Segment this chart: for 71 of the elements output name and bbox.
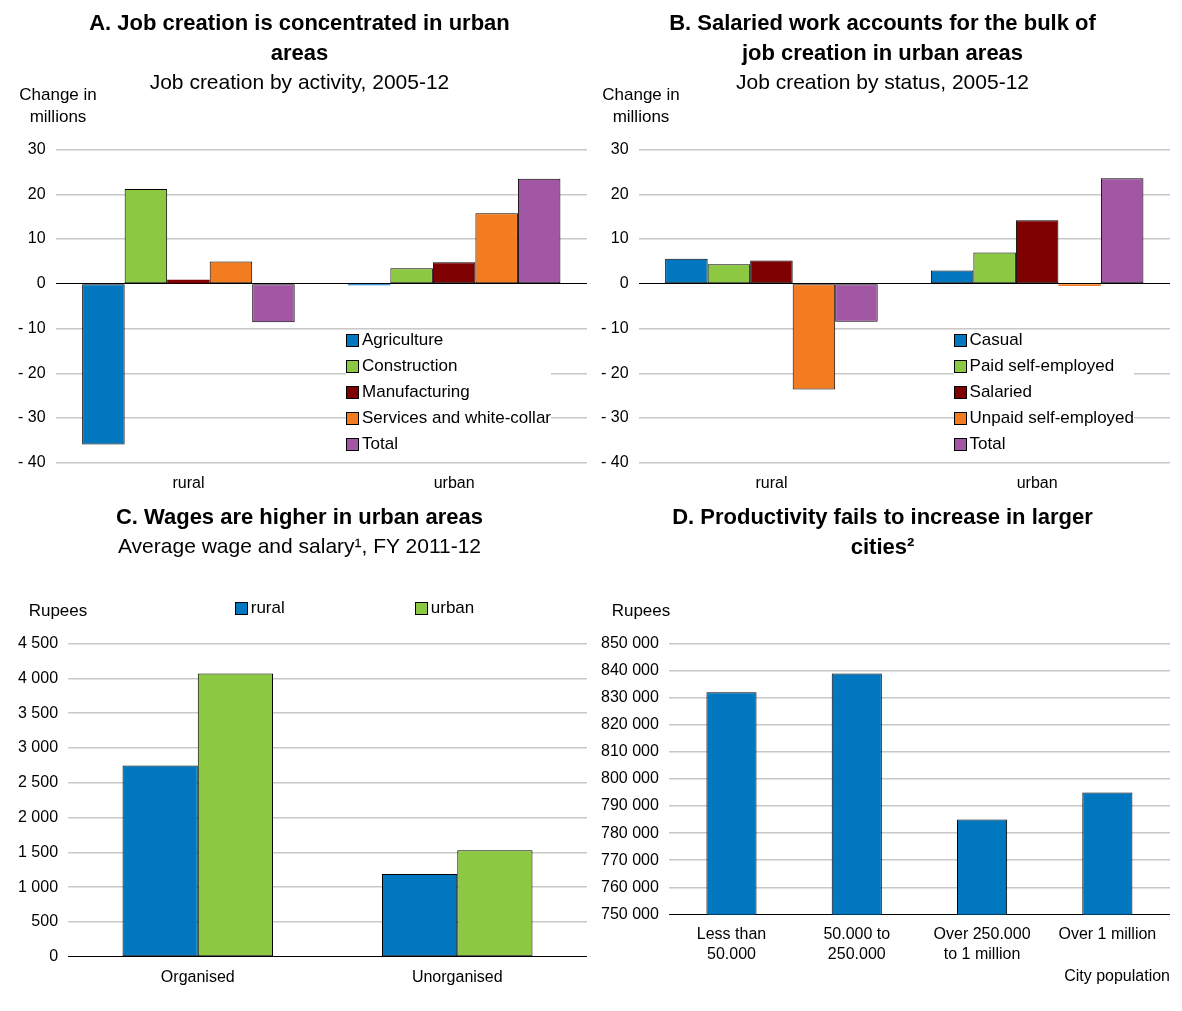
y-tick-label: 500 <box>31 912 59 930</box>
legend-label: rural <box>250 598 285 618</box>
legend-label: Manufacturing <box>362 382 470 402</box>
legend-label: Total <box>362 434 398 454</box>
y-tick-label: 750 000 <box>600 904 659 922</box>
y-tick-label: 780 000 <box>600 823 659 841</box>
y-tick-label: - 10 <box>600 318 629 336</box>
y-tick-label: 2 500 <box>17 773 59 791</box>
x-tick-label: urban <box>433 473 475 491</box>
y-tick-label: 4 500 <box>17 634 59 652</box>
y-tick-label: - 40 <box>600 453 629 471</box>
y-tick-label: - 20 <box>17 363 46 381</box>
y-tick-label: 820 000 <box>600 715 659 733</box>
y-tick-label: 20 <box>610 184 629 202</box>
y-tick-label: 3 000 <box>17 738 59 756</box>
legend-label: urban <box>430 598 475 618</box>
chart-subtitle: Average wage and salary¹, FY 2011-12 <box>116 533 483 559</box>
chart-subtitle: Job creation by status, 2005-12 <box>735 70 1029 93</box>
x-tick-label: Organised <box>160 967 235 985</box>
x-axis-title: City population <box>1064 966 1170 984</box>
y-tick-label: 30 <box>27 140 46 158</box>
chart-title: C. Wages are higher in urban areas <box>114 503 485 531</box>
y-tick-label: - 20 <box>600 363 629 381</box>
chart-title: D. Productivity fails to increase in larger cities² <box>671 503 1094 561</box>
x-tick-label: Over 1 million <box>1058 925 1157 943</box>
legend-label: Casual <box>969 330 1023 350</box>
x-tick-label: 50.000 to 250.000 <box>823 925 891 962</box>
legend-label: Construction <box>362 356 458 376</box>
chart-title: A. Job creation is concentrated in urban areas <box>88 9 511 67</box>
y-tick-label: - 40 <box>17 453 46 471</box>
y-tick-label: 850 000 <box>600 634 659 652</box>
x-tick-label: Unorganised <box>411 967 503 985</box>
y-tick-label: - 30 <box>17 408 46 426</box>
chart-title: B. Salaried work accounts for the bulk of job creation in urban areas <box>668 9 1097 67</box>
y-axis-title: Rupees <box>27 600 89 622</box>
y-axis-title: Rupees <box>610 600 672 622</box>
legend-label: Agriculture <box>362 330 444 350</box>
x-tick-label: rural <box>172 473 205 491</box>
y-tick-label: 0 <box>49 947 59 965</box>
legend-label: Unpaid self-employed <box>969 408 1134 428</box>
x-tick-label: rural <box>755 473 788 491</box>
y-tick-label: 770 000 <box>600 850 659 868</box>
x-tick-label: Over 250.000 to 1 million <box>933 925 1031 962</box>
y-axis-title: Change in millions <box>18 84 98 128</box>
legend-label: Salaried <box>969 382 1032 402</box>
legend-label: Paid self-employed <box>969 356 1115 376</box>
y-tick-label: 4 000 <box>17 668 59 686</box>
y-tick-label: 1 500 <box>17 842 59 860</box>
x-tick-label: urban <box>1016 473 1058 491</box>
y-tick-label: 1 000 <box>17 877 59 895</box>
legend-label: Total <box>969 434 1006 454</box>
y-tick-label: 790 000 <box>600 796 659 814</box>
y-tick-label: 3 500 <box>17 703 59 721</box>
y-tick-label: 10 <box>27 229 46 247</box>
x-tick-label: Less than 50.000 <box>696 925 767 962</box>
y-tick-label: 810 000 <box>600 742 659 760</box>
y-tick-label: 800 000 <box>600 769 659 787</box>
y-tick-label: 20 <box>27 184 46 202</box>
y-tick-label: 2 000 <box>17 808 59 826</box>
y-tick-label: 10 <box>610 229 629 247</box>
chart-subtitle: Job creation by activity, 2005-12 <box>149 70 450 93</box>
y-tick-label: 0 <box>619 274 629 292</box>
y-tick-label: - 30 <box>600 408 629 426</box>
y-tick-label: 840 000 <box>600 661 659 679</box>
y-tick-label: - 10 <box>17 318 46 336</box>
y-tick-label: 760 000 <box>600 877 659 895</box>
y-tick-label: 0 <box>36 274 46 292</box>
y-tick-label: 830 000 <box>600 688 659 706</box>
y-axis-title: Change in millions <box>601 84 681 128</box>
legend-label: Services and white-collar <box>362 408 551 428</box>
y-tick-label: 30 <box>610 140 629 158</box>
